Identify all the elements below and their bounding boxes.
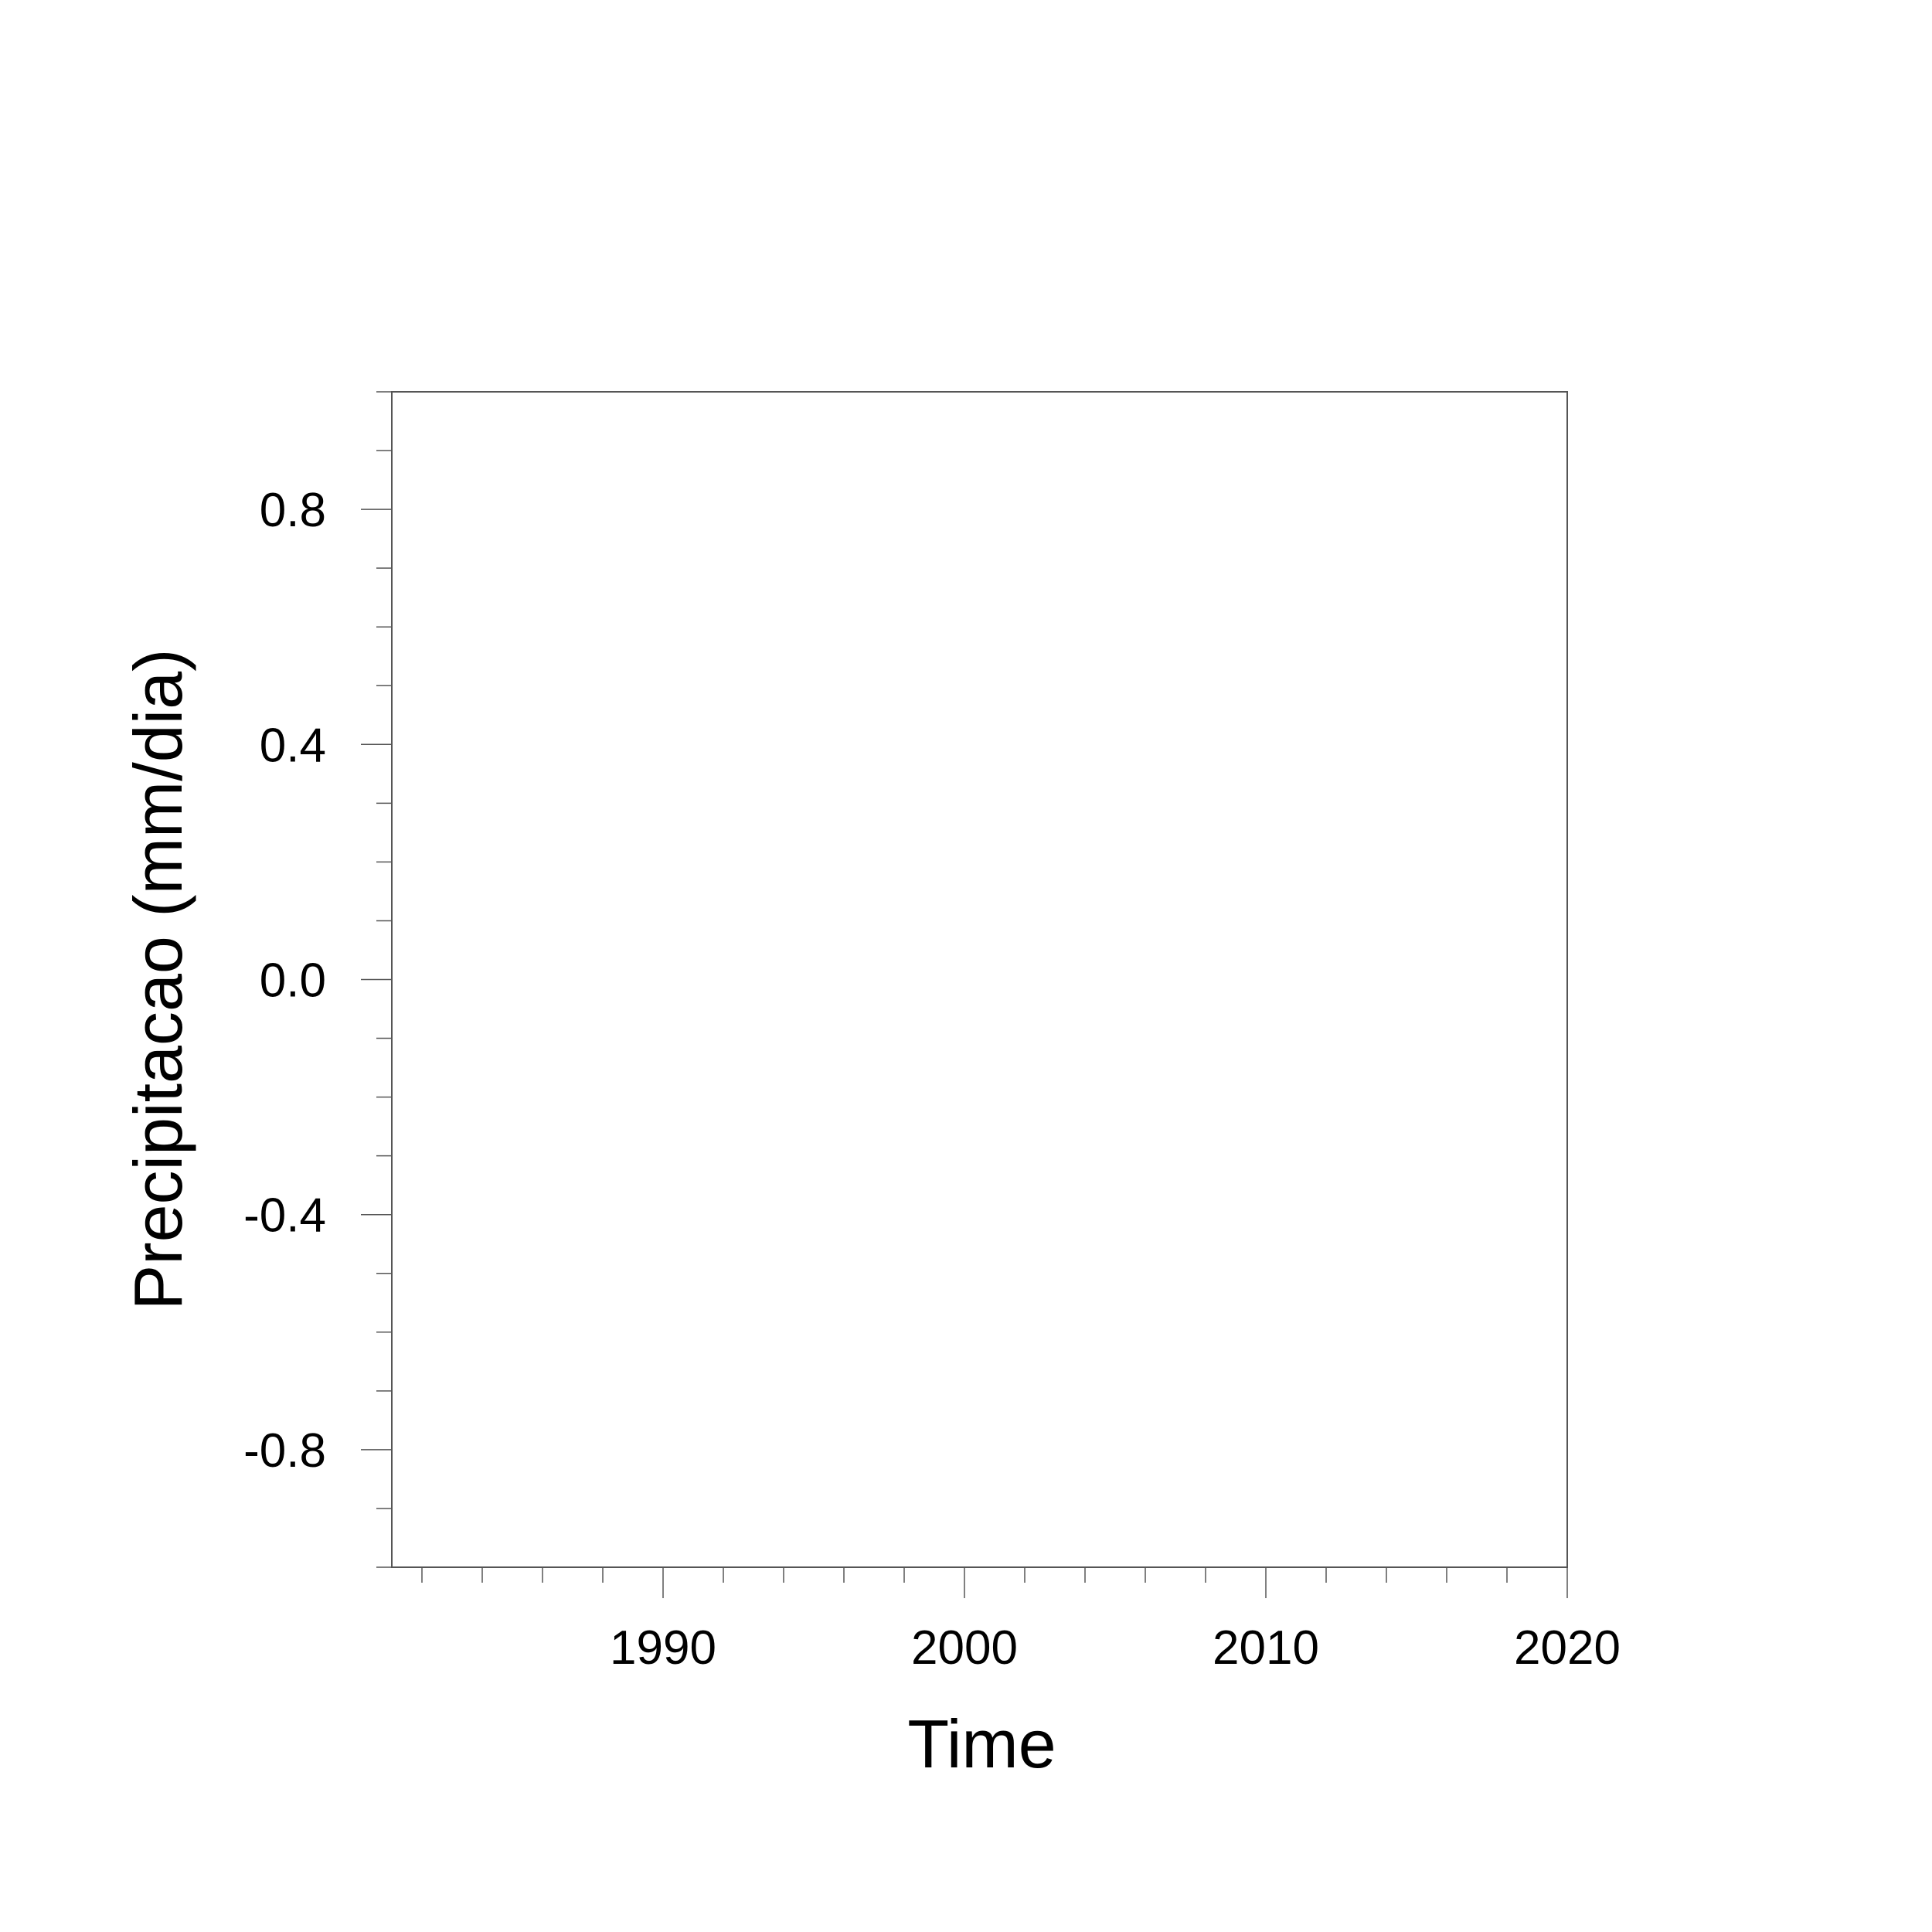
y-tick-label: 0.0 (260, 954, 326, 1008)
y-axis-title: Precipitacao (mm/dia) (120, 649, 196, 1311)
x-tick-label: 2000 (911, 1621, 1018, 1675)
y-axis: 0.8 0.4 0.0 -0.4 -0.8 (243, 391, 392, 1568)
y-tick-label: -0.4 (243, 1189, 326, 1243)
x-tick-label: 1990 (610, 1621, 716, 1675)
y-tick-label: 0.8 (260, 484, 326, 537)
y-tick-label: 0.4 (260, 719, 326, 772)
x-tick-label: 2020 (1514, 1621, 1621, 1675)
x-axis: 1990 2000 2010 2020 (421, 1567, 1621, 1675)
x-tick-label: 2010 (1213, 1621, 1319, 1675)
y-tick-label: -0.8 (243, 1424, 326, 1478)
x-axis-title: Time (907, 1706, 1056, 1782)
